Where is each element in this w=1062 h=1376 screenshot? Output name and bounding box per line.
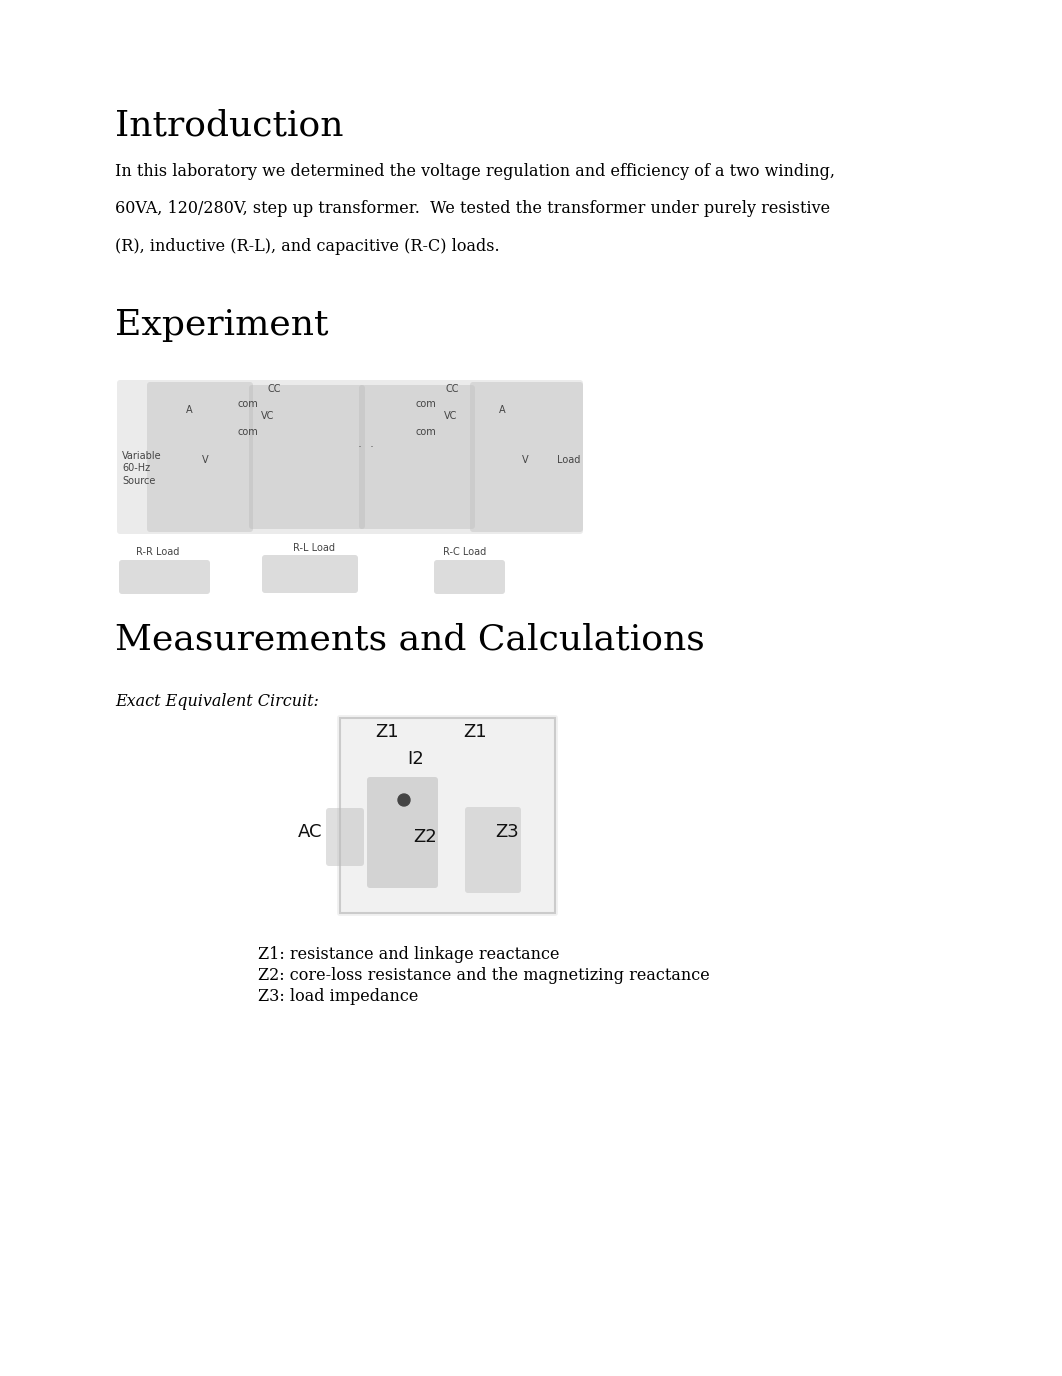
FancyBboxPatch shape xyxy=(147,383,253,533)
Text: I2: I2 xyxy=(407,750,424,768)
FancyBboxPatch shape xyxy=(367,777,438,888)
Text: V: V xyxy=(523,455,529,465)
FancyBboxPatch shape xyxy=(249,385,365,528)
Text: In this laboratory we determined the voltage regulation and efficiency of a two : In this laboratory we determined the vol… xyxy=(115,162,835,180)
Text: R-C Load: R-C Load xyxy=(443,548,486,557)
Text: Z3: load impedance: Z3: load impedance xyxy=(258,988,418,1004)
Text: AC: AC xyxy=(298,823,323,841)
Bar xyxy=(340,718,555,914)
FancyBboxPatch shape xyxy=(117,380,583,534)
FancyBboxPatch shape xyxy=(326,808,364,866)
Text: Load: Load xyxy=(556,455,580,465)
Text: VC: VC xyxy=(444,411,458,421)
Text: (R), inductive (R-L), and capacitive (R-C) loads.: (R), inductive (R-L), and capacitive (R-… xyxy=(115,238,499,255)
Text: R-L Load: R-L Load xyxy=(293,544,335,553)
Text: CC: CC xyxy=(445,384,459,394)
Text: V: V xyxy=(202,455,208,465)
FancyBboxPatch shape xyxy=(465,806,521,893)
Text: Z2: Z2 xyxy=(413,828,436,846)
Text: Z3: Z3 xyxy=(495,823,518,841)
Text: R-R Load: R-R Load xyxy=(136,548,179,557)
Text: Introduction: Introduction xyxy=(115,107,343,142)
Text: Variable
60-Hz
Source: Variable 60-Hz Source xyxy=(122,451,161,486)
Text: com: com xyxy=(415,427,435,438)
Text: Z1: Z1 xyxy=(375,722,398,742)
FancyBboxPatch shape xyxy=(337,716,558,916)
Text: Z2: core-loss resistance and the magnetizing reactance: Z2: core-loss resistance and the magneti… xyxy=(258,967,709,984)
Text: Z1: resistance and linkage reactance: Z1: resistance and linkage reactance xyxy=(258,947,560,963)
Text: Exact Equivalent Circuit:: Exact Equivalent Circuit: xyxy=(115,694,319,710)
Text: com: com xyxy=(415,399,435,409)
Text: .  .: . . xyxy=(358,438,374,450)
FancyBboxPatch shape xyxy=(359,385,475,528)
Text: CC: CC xyxy=(268,384,281,394)
Text: VC: VC xyxy=(261,411,274,421)
Text: Z1: Z1 xyxy=(463,722,486,742)
Text: 60VA, 120/280V, step up transformer.  We tested the transformer under purely res: 60VA, 120/280V, step up transformer. We … xyxy=(115,200,830,217)
Text: com: com xyxy=(237,427,258,438)
Text: A: A xyxy=(186,405,192,416)
FancyBboxPatch shape xyxy=(119,560,210,594)
Text: com: com xyxy=(237,399,258,409)
Circle shape xyxy=(398,794,410,806)
FancyBboxPatch shape xyxy=(434,560,506,594)
Text: A: A xyxy=(499,405,506,416)
Text: Experiment: Experiment xyxy=(115,308,328,343)
FancyBboxPatch shape xyxy=(262,555,358,593)
Text: Measurements and Calculations: Measurements and Calculations xyxy=(115,622,705,656)
FancyBboxPatch shape xyxy=(470,383,583,533)
